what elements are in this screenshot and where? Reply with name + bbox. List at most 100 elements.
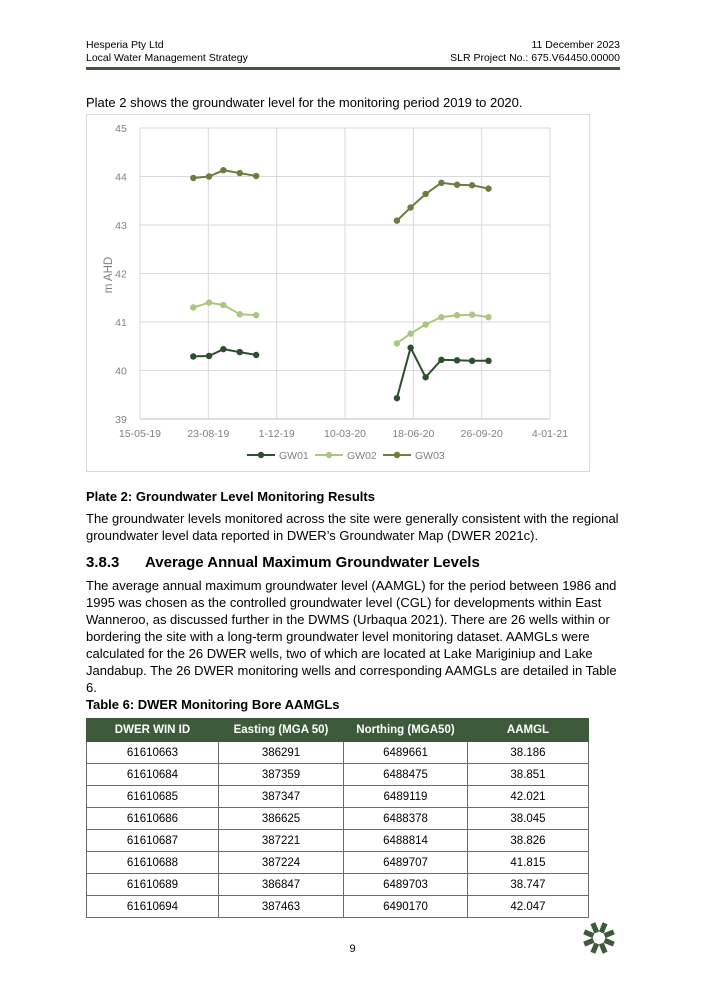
logo-arm: [590, 922, 600, 934]
table-row: 61610687 387221 6488814 38.826: [86, 829, 589, 852]
x-tick-label: 15-05-19: [119, 428, 161, 440]
cell-easting: 386291: [218, 741, 344, 764]
logo-arm: [583, 929, 595, 939]
data-point-gw01: [453, 357, 461, 364]
cell-easting: 387463: [218, 895, 344, 918]
series-line-gw03: [396, 181, 489, 222]
data-point-gw02: [485, 313, 492, 321]
table-row: 61610689 386847 6489703 38.747: [86, 873, 589, 896]
cell-northing: 6489661: [343, 741, 468, 764]
data-point-gw01: [220, 345, 227, 353]
legend-label-gw01: GW01: [279, 450, 309, 462]
intro-paragraph: Plate 2 shows the groundwater level for …: [86, 95, 523, 110]
data-point-gw03: [393, 217, 401, 224]
groundwater-chart: 39 40 41 42 43 44 45 15-05-19 23-08-19 1-12-19 10-…: [86, 114, 590, 472]
aamgl-paragraph: The average annual maximum groundwater l…: [86, 578, 617, 695]
x-tick-label: 1-12-19: [259, 428, 295, 440]
legend-marker-gw02: [325, 451, 333, 459]
data-point-gw03: [422, 190, 429, 198]
y-tick-label: 42: [115, 269, 127, 281]
data-point-gw03: [205, 173, 213, 180]
data-point-gw01: [205, 352, 213, 360]
data-point-gw03: [453, 181, 461, 188]
cell-northing: 6489119: [343, 785, 468, 808]
header-date: 11 December 2023: [531, 39, 620, 51]
cell-win-id: 61610688: [86, 851, 219, 874]
y-tick-label: 43: [115, 220, 127, 232]
section-title: Average Annual Maximum Groundwater Level…: [145, 554, 480, 571]
data-point-gw02: [236, 311, 243, 318]
legend-marker-gw01: [257, 451, 265, 459]
data-point-gw01: [438, 356, 445, 364]
legend-label-gw02: GW02: [347, 450, 377, 462]
header-divider: [86, 67, 620, 70]
table-header-row: DWER WIN ID Easting (MGA 50) Northing (M…: [86, 718, 589, 742]
data-point-gw02: [190, 304, 197, 311]
x-tick-label: 18-06-20: [392, 428, 434, 440]
logo-arms: [583, 922, 615, 954]
data-point-gw02: [438, 313, 445, 321]
data-point-gw02: [205, 299, 213, 306]
data-point-gw01: [190, 353, 197, 360]
cell-win-id: 61610687: [86, 829, 219, 852]
data-point-gw02: [220, 301, 227, 309]
logo-arm: [603, 937, 615, 947]
cell-easting: 386847: [218, 873, 344, 896]
data-point-gw01: [468, 357, 476, 364]
data-point-gw02: [252, 312, 260, 319]
cell-aamgl: 42.047: [467, 895, 589, 918]
legend-marker-gw03: [393, 451, 401, 459]
cell-northing: 6489707: [343, 851, 468, 874]
logo-arm: [603, 929, 615, 939]
data-point-gw03: [220, 166, 227, 174]
data-point-gw01: [252, 351, 260, 359]
cell-aamgl: 38.851: [467, 763, 589, 786]
y-tick-label: 41: [115, 317, 127, 329]
data-point-gw03: [438, 179, 445, 187]
y-axis-label: m AHD: [103, 257, 115, 293]
col-header-easting: Easting (MGA 50): [218, 718, 344, 742]
data-point-gw03: [407, 204, 414, 211]
cell-easting: 387359: [218, 763, 344, 786]
page-number: 9: [349, 943, 356, 955]
col-header-win-id: DWER WIN ID: [86, 718, 219, 742]
table-row: 61610686 386625 6488378 38.045: [86, 807, 589, 830]
data-point-gw03: [468, 182, 476, 189]
page-header: Hesperia Pty Ltd 11 December 2023 Local …: [86, 39, 620, 65]
cell-win-id: 61610694: [86, 895, 219, 918]
series-line-gw01: [395, 344, 489, 399]
table-row: 61610694 387463 6490170 42.047: [86, 895, 589, 918]
data-point-gw02: [422, 321, 429, 328]
chart-svg: 39 40 41 42 43 44 45 15-05-19 23-08-19 1-12-19 10-…: [103, 123, 568, 462]
data-point-gw01: [422, 374, 429, 381]
legend-label-gw03: GW03: [415, 450, 445, 462]
logo-arm: [598, 942, 608, 954]
data-point-gw01: [236, 348, 243, 356]
cell-northing: 6490170: [343, 895, 468, 918]
y-tick-label: 40: [115, 366, 127, 378]
plate-caption: Plate 2: Groundwater Level Monitoring Re…: [86, 489, 375, 504]
x-tick-label: 23-08-19: [187, 428, 229, 440]
cell-win-id: 61610663: [86, 741, 219, 764]
header-doc-title: Local Water Management Strategy: [86, 52, 248, 64]
cell-northing: 6488378: [343, 807, 468, 830]
x-tick-label: 10-03-20: [324, 428, 366, 440]
cell-aamgl: 42.021: [467, 785, 589, 808]
levels-paragraph: The groundwater levels monitored across …: [86, 511, 619, 543]
x-tick-label: 4-01-21: [532, 428, 568, 440]
data-point-gw03: [236, 169, 243, 177]
cell-win-id: 61610684: [86, 763, 219, 786]
col-header-aamgl: AAMGL: [467, 718, 589, 742]
cell-aamgl: 38.045: [467, 807, 589, 830]
y-tick-label: 39: [115, 414, 127, 426]
table-caption: Table 6: DWER Monitoring Bore AAMGLs: [86, 697, 340, 712]
slr-asterisk-logo-icon: [583, 922, 615, 954]
cell-aamgl: 38.747: [467, 873, 589, 896]
section-heading: 3.8.3 Average Annual Maximum Groundwater…: [86, 554, 480, 571]
cell-win-id: 61610689: [86, 873, 219, 896]
table-row: 61610688 387224 6489707 41.815: [86, 851, 589, 874]
x-tick-label: 26-09-20: [461, 428, 503, 440]
data-point-gw01: [393, 394, 401, 402]
cell-win-id: 61610686: [86, 807, 219, 830]
y-tick-label: 45: [115, 123, 127, 135]
